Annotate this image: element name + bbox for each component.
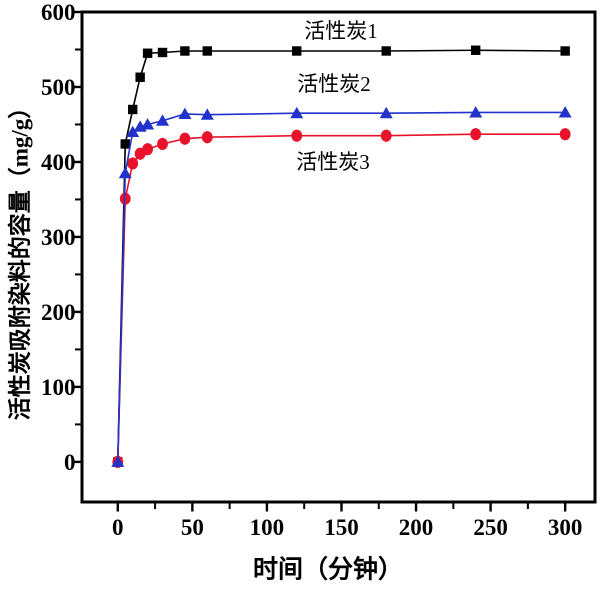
triangle-marker	[290, 106, 304, 119]
circle-marker	[157, 137, 168, 151]
square-marker	[381, 46, 391, 56]
plot-frame	[80, 10, 597, 504]
x-tick-label: 200	[399, 515, 434, 540]
circle-marker	[470, 128, 482, 141]
square-marker	[470, 45, 481, 55]
triangle-marker	[379, 106, 393, 119]
triangle-marker	[469, 106, 483, 118]
y-tick-label: 0	[64, 450, 76, 475]
x-tick-label: 300	[548, 515, 583, 540]
circle-marker	[380, 129, 392, 142]
triangle-marker	[118, 166, 132, 179]
series-line	[116, 111, 566, 462]
triangle-marker	[178, 107, 192, 119]
y-tick-label: 500	[41, 75, 76, 100]
circle-marker	[291, 129, 303, 142]
circle-marker	[201, 131, 213, 144]
square-marker	[142, 48, 153, 58]
circle-marker	[142, 143, 154, 156]
circle-marker	[559, 128, 571, 141]
square-marker	[135, 72, 145, 82]
square-marker	[180, 46, 190, 56]
triangle-marker	[141, 118, 155, 130]
square-marker	[560, 46, 570, 56]
square-marker	[120, 139, 130, 149]
y-tick-label: 100	[41, 375, 76, 400]
triangle-marker	[156, 114, 170, 126]
y-tick-label: 300	[41, 225, 76, 250]
circle-marker	[127, 157, 139, 170]
circle-marker	[179, 132, 191, 145]
series-annotation: 活性炭2	[297, 72, 371, 96]
square-marker	[157, 47, 168, 58]
x-axis-title: 时间（分钟）	[253, 555, 403, 584]
triangle-marker	[111, 455, 125, 467]
series-3	[112, 128, 571, 468]
x-tick-label: 250	[473, 515, 508, 540]
series-line	[116, 49, 566, 462]
y-axis: 0 100 200 300 400 500 600 活性炭吸附染料的容量（mg/g）	[7, 0, 81, 475]
square-marker	[292, 46, 302, 56]
y-axis-title: 活性炭吸附染料的容量（mg/g）	[7, 96, 33, 421]
x-tick-label: 100	[250, 515, 285, 540]
square-marker	[128, 104, 138, 115]
triangle-marker	[200, 108, 214, 120]
series-2	[111, 106, 572, 467]
series-annotation: 活性炭1	[304, 19, 378, 43]
triangle-marker	[126, 125, 140, 137]
y-tick-label: 400	[41, 150, 76, 175]
x-tick-label: 50	[181, 515, 204, 540]
x-tick-label: 150	[324, 515, 359, 540]
y-tick-label: 600	[41, 0, 76, 25]
square-marker	[202, 46, 212, 56]
x-tick-label: 0	[112, 515, 124, 540]
series-annotation: 活性炭3	[296, 150, 370, 174]
x-axis: 0 50 100 150 200 250 300 时间（分钟）	[112, 503, 583, 584]
triangle-marker	[558, 106, 572, 118]
y-tick-label: 200	[41, 300, 76, 325]
